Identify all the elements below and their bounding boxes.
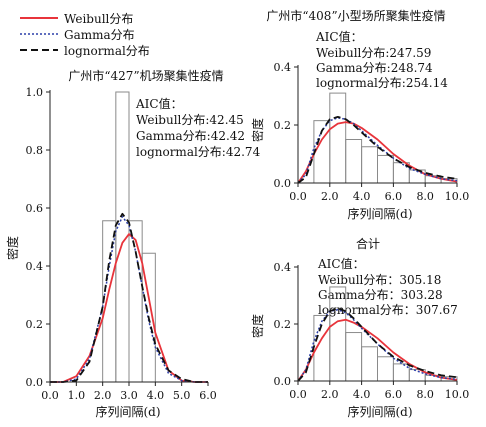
aic-title: AIC值：	[315, 29, 363, 44]
x-tick-label: 6.0	[385, 388, 403, 401]
y-tick-label: 0.8	[26, 144, 44, 157]
x-tick-label: 10.0	[445, 190, 470, 203]
y-axis-label: 密度	[250, 314, 265, 338]
y-tick-label: 0.6	[26, 202, 44, 215]
aic-weibull: Weibull分布：305.18	[318, 273, 441, 287]
y-tick-label: 0.4	[274, 261, 292, 274]
x-tick-label: 2.0	[321, 388, 339, 401]
histogram-bar	[377, 154, 394, 184]
y-tick-label: 1.0	[26, 86, 44, 99]
x-tick-label: 4.0	[147, 389, 165, 402]
x-tick-label: 8.0	[416, 388, 434, 401]
aic-lognormal: lognormal分布：307.67	[318, 303, 458, 317]
curve-lognormal	[50, 212, 208, 383]
x-tick-label: 5.0	[173, 389, 191, 402]
aic-weibull: Weibull分布:42.45	[136, 113, 244, 127]
x-tick-label: 1.0	[68, 389, 86, 402]
aic-gamma: Gamma分布：303.28	[318, 288, 443, 302]
legend-label-lognormal: lognormal分布	[64, 44, 150, 58]
x-tick-label: 4.0	[353, 388, 371, 401]
legend-label-weibull: Weibull分布	[64, 12, 133, 26]
x-tick-label: 10.0	[445, 388, 470, 401]
aic-lognormal: lognormal分布:42.74	[136, 145, 261, 159]
x-tick-label: 0.0	[289, 190, 307, 203]
y-tick-label: 0.2	[274, 119, 292, 132]
aic-gamma: Gamma分布:42.42	[136, 129, 245, 143]
panel-408: 广州市“408”小型场所聚集性疫情 密度 序列间隔(d) AIC值： Weibu…	[250, 8, 469, 221]
x-axis-label: 序列间隔(d)	[95, 404, 160, 419]
legend-label-gamma: Gamma分布	[64, 28, 135, 42]
y-tick-label: 0.4	[274, 61, 292, 74]
curve-gamma	[297, 309, 458, 382]
histogram-bar	[128, 220, 143, 383]
chart-title: 广州市“427”机场聚集性疫情	[68, 68, 223, 83]
curve-weibull	[50, 233, 208, 383]
curve-lognormal	[297, 116, 458, 184]
aic-title: AIC值：	[135, 96, 183, 111]
chart-title: 合计	[356, 236, 380, 251]
y-tick-label: 0.0	[274, 177, 292, 190]
x-tick-label: 3.0	[120, 389, 138, 402]
x-tick-label: 8.0	[416, 190, 434, 203]
x-axis-label: 序列间隔(d)	[347, 206, 412, 221]
x-tick-label: 6.0	[385, 190, 403, 203]
histogram-bar	[361, 146, 379, 184]
x-tick-label: 2.0	[321, 190, 339, 203]
curve-lognormal	[297, 307, 458, 382]
curve-gamma	[297, 117, 458, 184]
x-tick-label: 6.0	[199, 389, 217, 402]
y-tick-label: 0.4	[26, 260, 44, 273]
histogram-bar	[345, 139, 363, 184]
aic-weibull: Weibull分布:247.59	[316, 46, 431, 60]
y-tick-label: 0.0	[274, 375, 292, 388]
panel-total: 合计 密度 序列间隔(d) AIC值： Weibull分布：305.18 Gam…	[250, 236, 469, 419]
x-tick-label: 0.0	[41, 389, 59, 402]
panel-427: 广州市“427”机场聚集性疫情 密度 序列间隔(d) AIC值： Weibull…	[5, 68, 261, 419]
histogram-bar	[102, 220, 117, 383]
x-axis-label: 序列间隔(d)	[347, 404, 412, 419]
legend: Weibull分布 Gamma分布 lognormal分布	[20, 12, 150, 58]
aic-gamma: Gamma分布:248.74	[316, 61, 433, 75]
y-axis-label: 密度	[5, 236, 20, 260]
y-axis-label: 密度	[250, 118, 265, 142]
aic-lognormal: lognormal分布:254.14	[316, 76, 448, 90]
y-tick-label: 0.2	[274, 318, 292, 331]
y-tick-label: 0.0	[26, 376, 44, 389]
histogram-bar	[329, 92, 347, 184]
y-tick-label: 0.2	[26, 318, 44, 331]
histogram-bar	[377, 356, 394, 382]
aic-title: AIC值：	[317, 256, 365, 271]
chart-title: 广州市“408”小型场所聚集性疫情	[266, 8, 445, 23]
histogram-bar	[361, 346, 379, 382]
histogram-bar	[345, 332, 363, 382]
x-tick-label: 4.0	[353, 190, 371, 203]
x-tick-label: 2.0	[94, 389, 112, 402]
x-tick-label: 0.0	[289, 388, 307, 401]
